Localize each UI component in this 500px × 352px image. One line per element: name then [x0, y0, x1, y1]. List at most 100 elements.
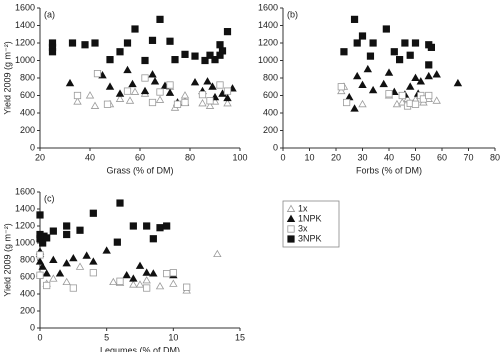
y-tick-label: 1000: [258, 55, 278, 65]
point: [363, 64, 373, 73]
y-tick-label: 200: [263, 125, 278, 135]
point: [148, 98, 157, 107]
point: [345, 92, 354, 101]
point: [68, 39, 77, 47]
y-axis-label: Yield 2009 (g m⁻²): [2, 223, 12, 296]
point: [165, 88, 175, 96]
point: [73, 91, 82, 100]
y-tick-label: 1200: [258, 37, 278, 47]
point: [337, 83, 345, 91]
y-tick-label: 0: [30, 322, 35, 332]
point: [223, 87, 232, 95]
point: [352, 71, 362, 80]
x-tick-label: 10: [304, 152, 314, 162]
x-tick-label: 70: [463, 152, 473, 162]
point: [109, 277, 118, 286]
x-tick-label: 60: [135, 152, 145, 162]
point: [85, 91, 95, 99]
point: [135, 261, 145, 269]
point: [223, 93, 232, 102]
point: [337, 86, 346, 95]
x-tick-label: 80: [185, 152, 195, 162]
point: [206, 97, 214, 105]
y-tick-label: 0: [30, 142, 35, 152]
x-tick-label: 40: [384, 152, 394, 162]
y-tick-label: 800: [20, 72, 35, 82]
point: [49, 227, 57, 235]
point: [116, 277, 124, 285]
point: [150, 77, 160, 85]
point: [141, 74, 149, 82]
point: [366, 52, 375, 60]
point: [36, 271, 44, 279]
y-tick-label: 400: [20, 288, 35, 298]
y-tick-label: 1000: [15, 237, 35, 247]
point: [81, 41, 89, 49]
point: [180, 91, 190, 99]
point: [115, 94, 125, 102]
point: [89, 269, 97, 277]
legend-label: 3x: [298, 223, 308, 233]
y-tick-label: 200: [20, 125, 35, 135]
point: [411, 39, 420, 47]
point: [62, 259, 71, 267]
point: [205, 101, 215, 109]
point: [75, 262, 85, 270]
point: [89, 257, 98, 265]
x-tick-label: 0: [37, 332, 42, 342]
y-tick-label: 0: [273, 142, 278, 152]
x-tick-label: 60: [437, 152, 447, 162]
point: [82, 251, 91, 259]
x-tick-label: 10: [168, 332, 178, 342]
y-tick-label: 1200: [15, 37, 35, 47]
point: [102, 246, 111, 254]
point: [49, 274, 58, 282]
legend-marker: [287, 235, 295, 243]
point: [131, 25, 139, 33]
point: [358, 32, 367, 40]
y-tick-label: 1600: [258, 2, 278, 12]
legend-label: 1NPK: [298, 213, 322, 223]
x-tick-label: 20: [35, 152, 45, 162]
panel-label: (a): [44, 9, 55, 19]
point: [155, 282, 165, 290]
legend-label: 3NPK: [298, 233, 322, 243]
x-tick-label: 15: [235, 332, 245, 342]
x-tick-label: 50: [410, 152, 420, 162]
point: [36, 251, 44, 259]
point: [401, 39, 409, 47]
point: [406, 51, 414, 59]
point: [113, 238, 121, 246]
point: [123, 87, 132, 95]
y-tick-label: 600: [263, 90, 278, 100]
point: [216, 41, 224, 49]
point: [129, 222, 137, 230]
point: [142, 268, 151, 276]
point: [395, 56, 404, 64]
point: [223, 28, 232, 36]
y-tick-label: 200: [20, 305, 35, 315]
point: [156, 224, 164, 232]
point: [106, 56, 114, 64]
point: [142, 276, 151, 284]
point: [93, 70, 102, 78]
y-tick-label: 800: [263, 72, 278, 82]
x-tick-label: 0: [280, 152, 285, 162]
point: [63, 230, 71, 239]
point: [48, 48, 57, 56]
y-tick-label: 1400: [258, 20, 278, 30]
point: [340, 48, 348, 56]
x-tick-label: 5: [104, 332, 109, 342]
x-axis-label: Grass (% of DM): [106, 165, 173, 175]
point: [353, 39, 361, 47]
panel-label: (b): [287, 9, 298, 19]
point: [190, 78, 200, 86]
point: [116, 48, 124, 56]
y-tick-label: 400: [263, 107, 278, 117]
point: [427, 43, 436, 51]
legend-marker: [286, 204, 296, 212]
y-tick-label: 600: [20, 271, 35, 281]
y-tick-label: 1600: [15, 2, 35, 12]
point: [91, 39, 99, 47]
point: [211, 56, 219, 64]
